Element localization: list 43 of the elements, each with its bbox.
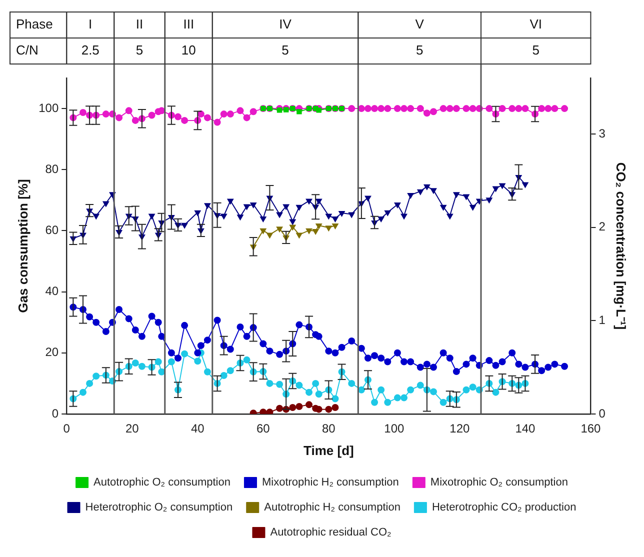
y-tick-label: 20 [45,345,59,360]
legend-label: Heterotrophic O₂ consumption [85,502,233,514]
y2-tick-label: 1 [598,312,606,327]
y-tick-label: 80 [45,162,59,176]
y2-tick-label: 2 [598,220,606,234]
x-tick-label: 120 [450,422,470,436]
y-axis-title: Gas consumption [%] [15,179,30,313]
y-tick-label: 0 [52,406,59,420]
x-axis-title: Time [d] [304,442,354,458]
text: III [183,16,194,32]
x-tick-label: 160 [580,422,602,436]
legend-label: Autotrophic residual CO₂ [270,526,392,539]
x-tick-label: 80 [322,422,336,436]
y-tick-label: 60 [45,223,59,238]
legend-label: Heterotrophic CO₂ production [432,502,576,514]
y-tick-label: 100 [38,100,59,115]
legend-label: Autotrophic O₂ consumption [94,476,230,489]
y2-tick-label: 0 [598,406,606,420]
text: IV [279,16,292,32]
x-tick-label: 20 [125,422,140,436]
text: VI [530,16,542,32]
y2-axis-title: CO₂ concentration [mg·L⁻¹] [614,162,629,330]
text: C/N [16,42,38,58]
legend-label: Mixotrophic H₂ consumption [262,476,399,489]
text: 2.5 [81,42,100,58]
x-tick-label: 140 [515,422,536,436]
x-tick-label: 60 [256,422,270,436]
legend-label: Autotrophic H₂ consumption [264,502,400,514]
text: I [88,16,92,32]
text: 5 [532,42,540,58]
text: 5 [416,42,424,58]
y2-tick-label: 3 [598,126,606,140]
text: V [415,16,424,32]
text: 5 [136,42,144,58]
x-tick-label: 100 [384,422,405,436]
text: 5 [282,42,289,58]
legend-label: Mixotrophic O₂ consumption [430,476,568,489]
x-tick-label: 40 [190,422,205,436]
text: II [136,16,144,32]
text: 10 [181,42,196,58]
x-tick-label: 0 [63,422,70,436]
text: Phase [16,16,53,32]
y-tick-label: 40 [45,284,59,298]
